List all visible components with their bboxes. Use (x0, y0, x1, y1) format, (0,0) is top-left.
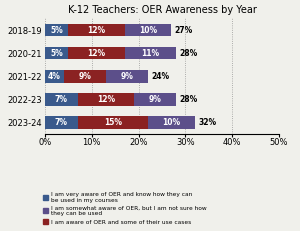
Text: 5%: 5% (50, 49, 63, 58)
Bar (68, 47, 124, 60)
Bar (78, 93, 134, 106)
Text: 5%: 5% (50, 26, 63, 34)
Bar (148, 116, 195, 129)
Text: 32%: 32% (198, 118, 216, 127)
Text: 9%: 9% (148, 95, 161, 104)
Text: 7%: 7% (55, 118, 68, 127)
Bar (134, 93, 176, 106)
Text: 28%: 28% (179, 95, 198, 104)
Title: K-12 Teachers: OER Awareness by Year: K-12 Teachers: OER Awareness by Year (68, 5, 256, 15)
Bar (45, 116, 78, 129)
Bar (45, 93, 78, 106)
Text: 12%: 12% (87, 49, 106, 58)
Bar (124, 47, 176, 60)
Text: 24%: 24% (151, 72, 169, 81)
Text: 11%: 11% (141, 49, 159, 58)
Text: 9%: 9% (121, 72, 133, 81)
Text: 15%: 15% (104, 118, 122, 127)
Bar (78, 116, 148, 129)
Text: 9%: 9% (78, 72, 91, 81)
Text: 28%: 28% (179, 49, 198, 58)
Bar (124, 24, 171, 36)
Bar (45, 24, 68, 36)
Text: 4%: 4% (48, 72, 61, 81)
Bar (45, 47, 68, 60)
Bar (64, 70, 106, 83)
Text: 10%: 10% (162, 118, 180, 127)
Text: 27%: 27% (175, 26, 193, 34)
Text: 12%: 12% (97, 95, 115, 104)
Bar (68, 24, 124, 36)
Text: 12%: 12% (87, 26, 106, 34)
Legend: I am very aware of OER and know how they can
be used in my courses, I am somewha: I am very aware of OER and know how they… (42, 191, 208, 226)
Bar (45, 70, 64, 83)
Bar (106, 70, 148, 83)
Text: 7%: 7% (55, 95, 68, 104)
Text: 10%: 10% (139, 26, 157, 34)
